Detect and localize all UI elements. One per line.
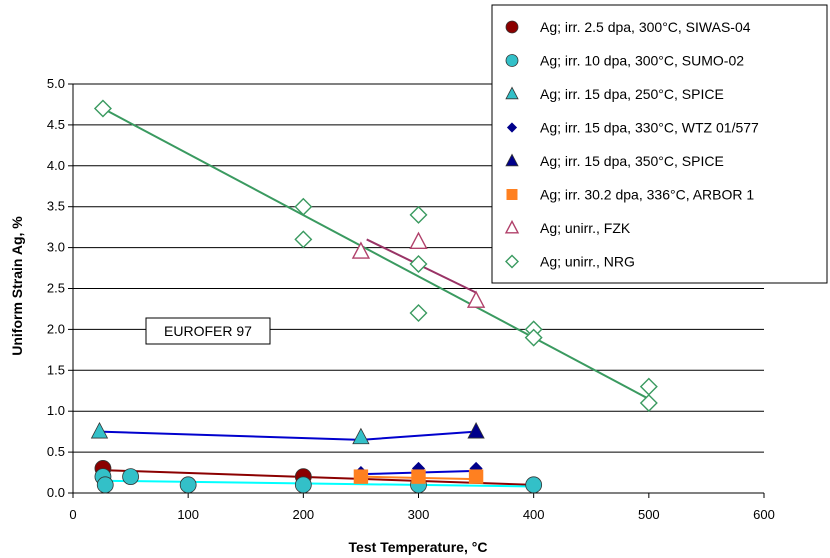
legend-marker-7 [504, 219, 520, 234]
legend: Ag; irr. 2.5 dpa, 300°C, SIWAS-04 Ag; irr… [491, 4, 828, 284]
trend-line-2 [102, 479, 534, 488]
y-tick-label: 1.5 [47, 362, 65, 377]
x-tick-label: 0 [69, 507, 76, 522]
legend-box [491, 4, 828, 284]
point-s8-9 [639, 377, 658, 396]
x-tick-label: 500 [638, 507, 660, 522]
legend-marker-3 [505, 86, 519, 100]
x-tick-label: 200 [292, 507, 314, 522]
point-s5-1 [467, 421, 485, 439]
point-s2-5 [294, 476, 312, 494]
legend-label-7: Ag; unirr., FZK [540, 220, 631, 236]
legend-label-1: Ag; irr. 2.5 dpa, 300°C, SIWAS-04 [540, 19, 751, 35]
legend-label-2: Ag; irr. 10 dpa, 300°C, SUMO-02 [540, 53, 744, 69]
y-tick-label: 5.0 [47, 76, 65, 91]
y-tick-label: 0.5 [47, 444, 65, 459]
legend-label-6: Ag; irr. 30.2 dpa, 336°C, ARBOR 1 [540, 187, 754, 203]
axes: 0.0 0.5 1.0 1.5 2.0 2.5 3.0 3.5 4.0 4.5 5.0 0 100 200… [47, 76, 775, 522]
point-s2-2 [96, 476, 114, 494]
annotation: EUROFER 97 [145, 317, 271, 345]
point-s8-1 [93, 99, 112, 118]
annotation-text: EUROFER 97 [164, 323, 252, 339]
legend-marker-2 [505, 54, 519, 67]
point-s6-2 [411, 469, 426, 484]
point-s6-1 [353, 469, 369, 484]
annotation-box [145, 317, 271, 345]
y-tick-label: 3.0 [47, 240, 65, 255]
point-s8-4 [409, 205, 428, 224]
x-axis-title: Test Temperature, °C [349, 539, 488, 555]
point-s2-3 [122, 468, 139, 486]
point-s3-1 [90, 421, 109, 439]
legend-marker-6 [506, 188, 518, 200]
point-s2-7 [525, 476, 543, 494]
y-tick-label: 1.0 [47, 403, 65, 418]
y-tick-label: 2.0 [47, 321, 65, 336]
x-tick-label: 100 [177, 507, 199, 522]
x-tick-label: 300 [408, 507, 430, 522]
legend-label-4: Ag; irr. 15 dpa, 330°C, WTZ 01/577 [540, 120, 759, 136]
y-tick-label: 0.0 [47, 485, 65, 500]
legend-marker-4 [506, 122, 518, 133]
point-s8-8 [524, 328, 543, 347]
legend-marker-5 [505, 153, 519, 167]
y-tick-label: 3.5 [47, 199, 65, 214]
trend-line-1 [102, 469, 534, 486]
trend-line-3 [99, 430, 477, 441]
legend-marker-8 [505, 254, 519, 269]
point-s8-10 [639, 394, 658, 413]
point-s2-4 [179, 476, 197, 494]
point-s8-6 [409, 304, 428, 323]
point-s6-3 [468, 469, 484, 484]
legend-label-8: Ag; unirr., NRG [540, 254, 635, 270]
legend-label-3: Ag; irr. 15 dpa, 250°C, SPICE [540, 86, 724, 102]
point-s8-3 [294, 230, 313, 249]
point-s8-2 [294, 197, 313, 216]
y-tick-label: 2.5 [47, 281, 65, 296]
x-tick-label: 600 [753, 507, 775, 522]
y-tick-label: 4.5 [47, 117, 65, 132]
x-tick-label: 400 [523, 507, 545, 522]
point-s3-2 [352, 427, 370, 445]
trend-line-8 [102, 107, 650, 400]
data-markers [90, 99, 658, 494]
legend-label-5: Ag; irr. 15 dpa, 350°C, SPICE [540, 153, 724, 169]
legend-marker-1 [505, 20, 519, 34]
y-axis-title: Uniform Strain Ag, % [9, 216, 25, 356]
point-s7-3 [466, 290, 486, 308]
point-s7-1 [351, 241, 371, 259]
y-tick-label: 4.0 [47, 158, 65, 173]
point-s8-5 [409, 254, 428, 273]
point-s7-2 [409, 231, 428, 249]
